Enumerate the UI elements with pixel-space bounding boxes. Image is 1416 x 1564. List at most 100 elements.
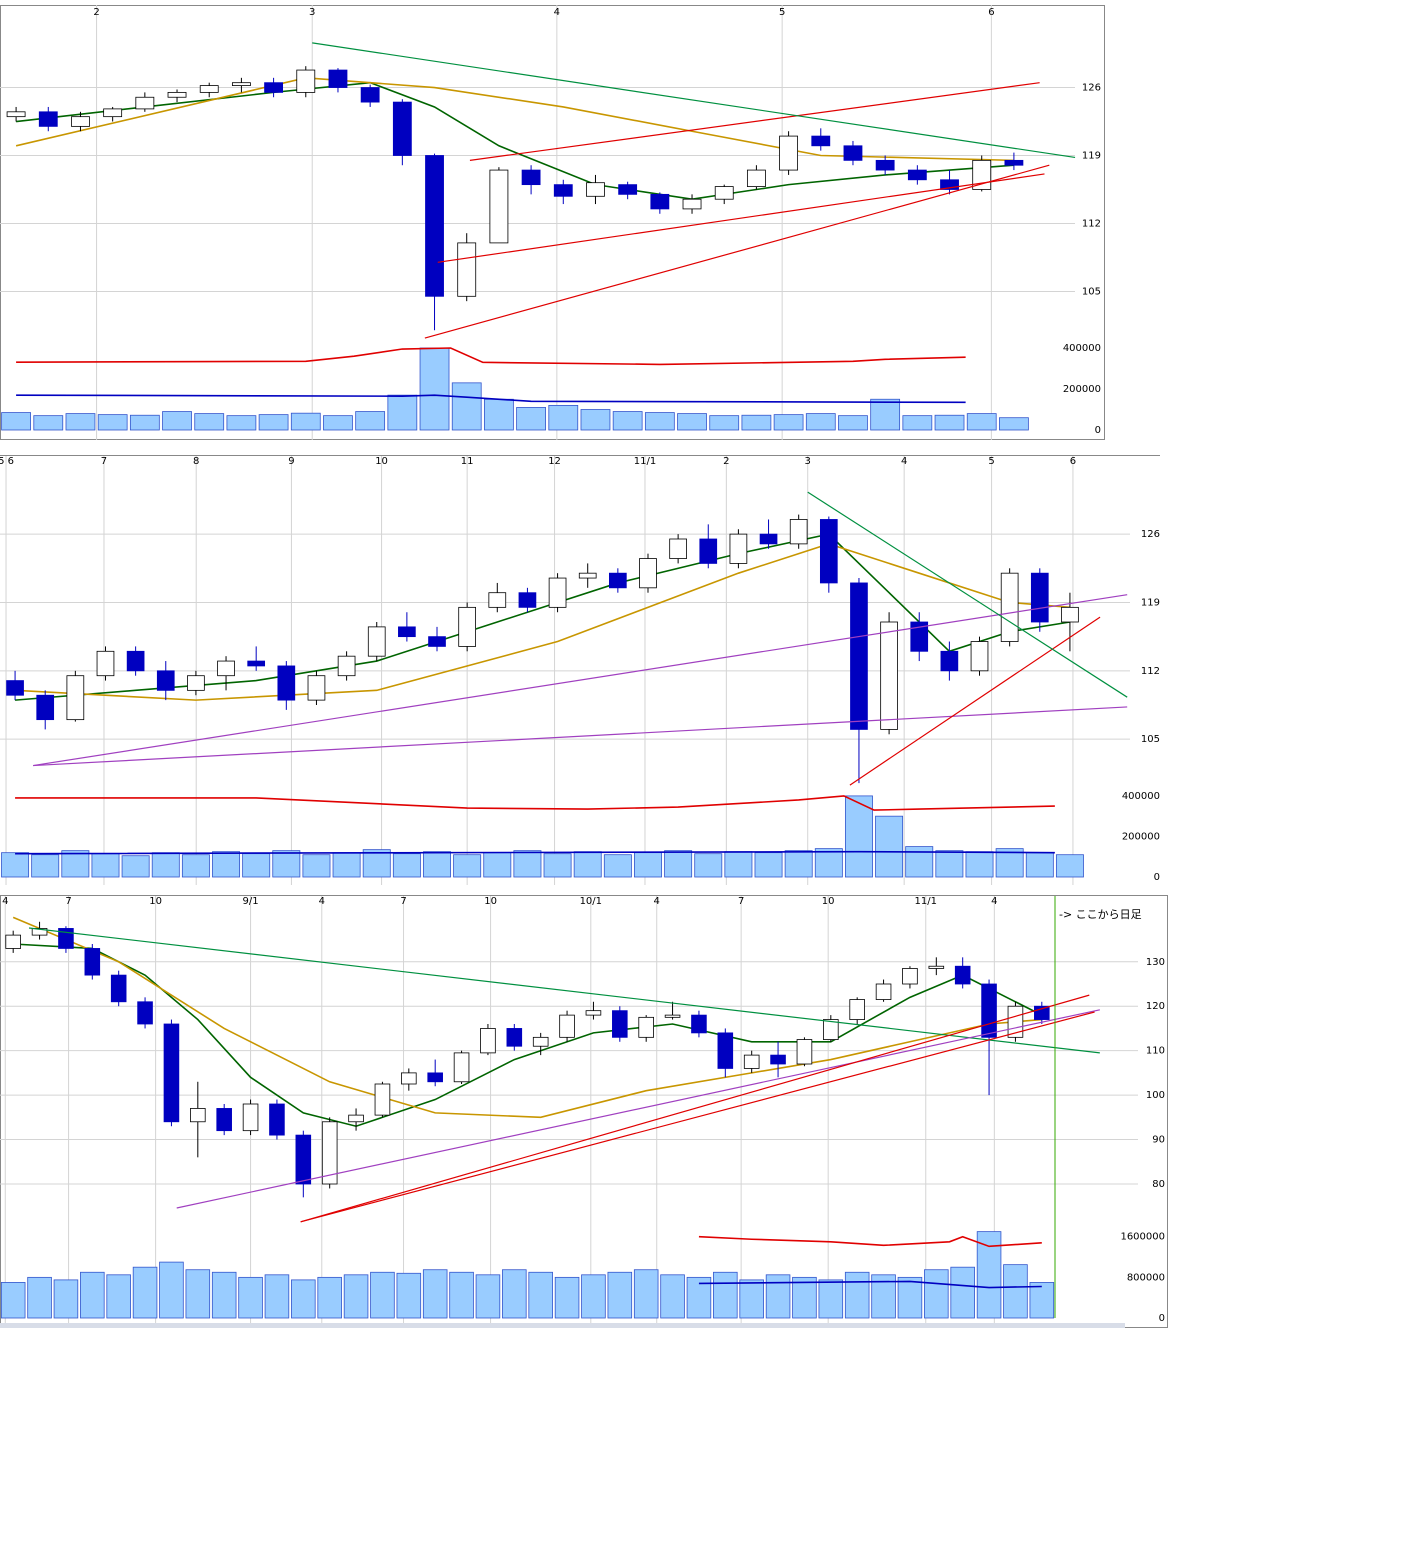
y-tick-label: 119 (1141, 597, 1160, 608)
candle-body (639, 558, 657, 589)
volume-bar (965, 851, 994, 878)
volume-bar (581, 1274, 606, 1319)
volume-bar (713, 1271, 738, 1319)
volume-bar (844, 795, 873, 878)
volume-bar (633, 1269, 659, 1319)
candle-body (902, 968, 918, 985)
volume-bar (660, 1274, 685, 1319)
volume-bar (644, 412, 675, 431)
candle-body (779, 135, 799, 171)
candle-body (321, 1121, 338, 1185)
volume-bar (554, 1276, 580, 1319)
volume-bar (664, 850, 693, 878)
x-tick-label: 2 (93, 7, 99, 18)
candle-body (770, 1054, 786, 1065)
trend-line (807, 491, 1128, 698)
trend-line (33, 594, 1128, 767)
x-tick-label: 11 (461, 456, 474, 467)
x-tick-label: 4 (654, 896, 660, 907)
volume-bar (129, 414, 160, 431)
candle-body (843, 145, 863, 161)
volume-bar (451, 382, 482, 431)
annotation-text: -> ここから日足 (1059, 908, 1142, 921)
candle-body (664, 1014, 681, 1018)
volume-bar (814, 848, 843, 878)
candle-body (759, 533, 778, 545)
volume-bar (27, 1276, 52, 1319)
volume-bar (185, 1269, 211, 1319)
candle-body (691, 1014, 707, 1034)
candle-body (296, 69, 316, 93)
x-tick-label: 3 (805, 456, 811, 467)
candle-body (875, 159, 895, 171)
volume-bar (513, 850, 542, 878)
scrollbar (0, 1323, 1125, 1328)
volume-bar (194, 413, 225, 431)
candle-body (247, 660, 266, 667)
volume-bar (370, 1271, 395, 1319)
candle-body (163, 1023, 180, 1123)
x-tick-label: 4 (319, 896, 325, 907)
candle-body (548, 577, 567, 608)
candle-body (31, 928, 48, 936)
y-tick-label: 110 (1146, 1046, 1165, 1057)
volume-bar (332, 852, 361, 878)
candle-body (38, 111, 58, 127)
candle-body (6, 680, 24, 696)
x-tick-label: 7 (65, 896, 71, 907)
volume-bar (950, 1266, 975, 1319)
candle-body (910, 621, 929, 652)
candle-body (819, 519, 838, 584)
y-tick-label: 100 (1146, 1090, 1165, 1101)
volume-bar (686, 1276, 712, 1319)
volume-bar (844, 1271, 870, 1319)
volume-bar (1, 412, 31, 431)
volume-bar (323, 415, 353, 431)
volume-bar (80, 1271, 105, 1319)
candle-body (1004, 159, 1024, 166)
volume-bar (453, 854, 482, 878)
volume-bar (871, 1274, 896, 1319)
y-tick-label: 105 (1082, 286, 1101, 297)
candle-body (458, 606, 476, 647)
candle-body (532, 1036, 549, 1047)
volume-tick-label: 0 (1095, 425, 1101, 436)
volume-bar (419, 347, 450, 431)
candle-body (928, 965, 945, 969)
trend-line (312, 42, 1076, 159)
candle-body (392, 101, 412, 156)
volume-bar (33, 415, 64, 431)
candle-body (199, 85, 219, 93)
volume-bar (999, 417, 1029, 431)
volume-line (698, 1235, 1042, 1248)
volume-bar (634, 852, 662, 878)
trend-line (176, 1009, 1100, 1209)
candle-body (269, 1103, 285, 1136)
candle-body (699, 538, 718, 564)
volume-bar (875, 815, 904, 878)
candle-body (682, 198, 702, 210)
volume-bar (677, 413, 707, 431)
candle-body (231, 82, 251, 86)
x-tick-label: 7 (400, 896, 406, 907)
volume-line (15, 850, 1055, 855)
y-tick-label: 105 (1141, 734, 1160, 745)
candle-body (307, 675, 326, 701)
volume-bar (709, 415, 740, 431)
candle-body (1000, 572, 1019, 642)
volume-bar (741, 414, 772, 431)
candle-body (374, 1083, 391, 1116)
volume-bar (934, 414, 965, 431)
candle-body (553, 184, 573, 197)
x-tick-label: 6 (988, 7, 994, 18)
candle-body (126, 650, 145, 672)
volume-bar (573, 851, 602, 878)
volume-bar (995, 848, 1024, 878)
x-tick-label: 5 (988, 456, 994, 467)
volume-bar (607, 1271, 633, 1319)
y-tick-label: 130 (1146, 957, 1165, 968)
candle-body (84, 948, 101, 976)
volume-bar (528, 1271, 553, 1319)
